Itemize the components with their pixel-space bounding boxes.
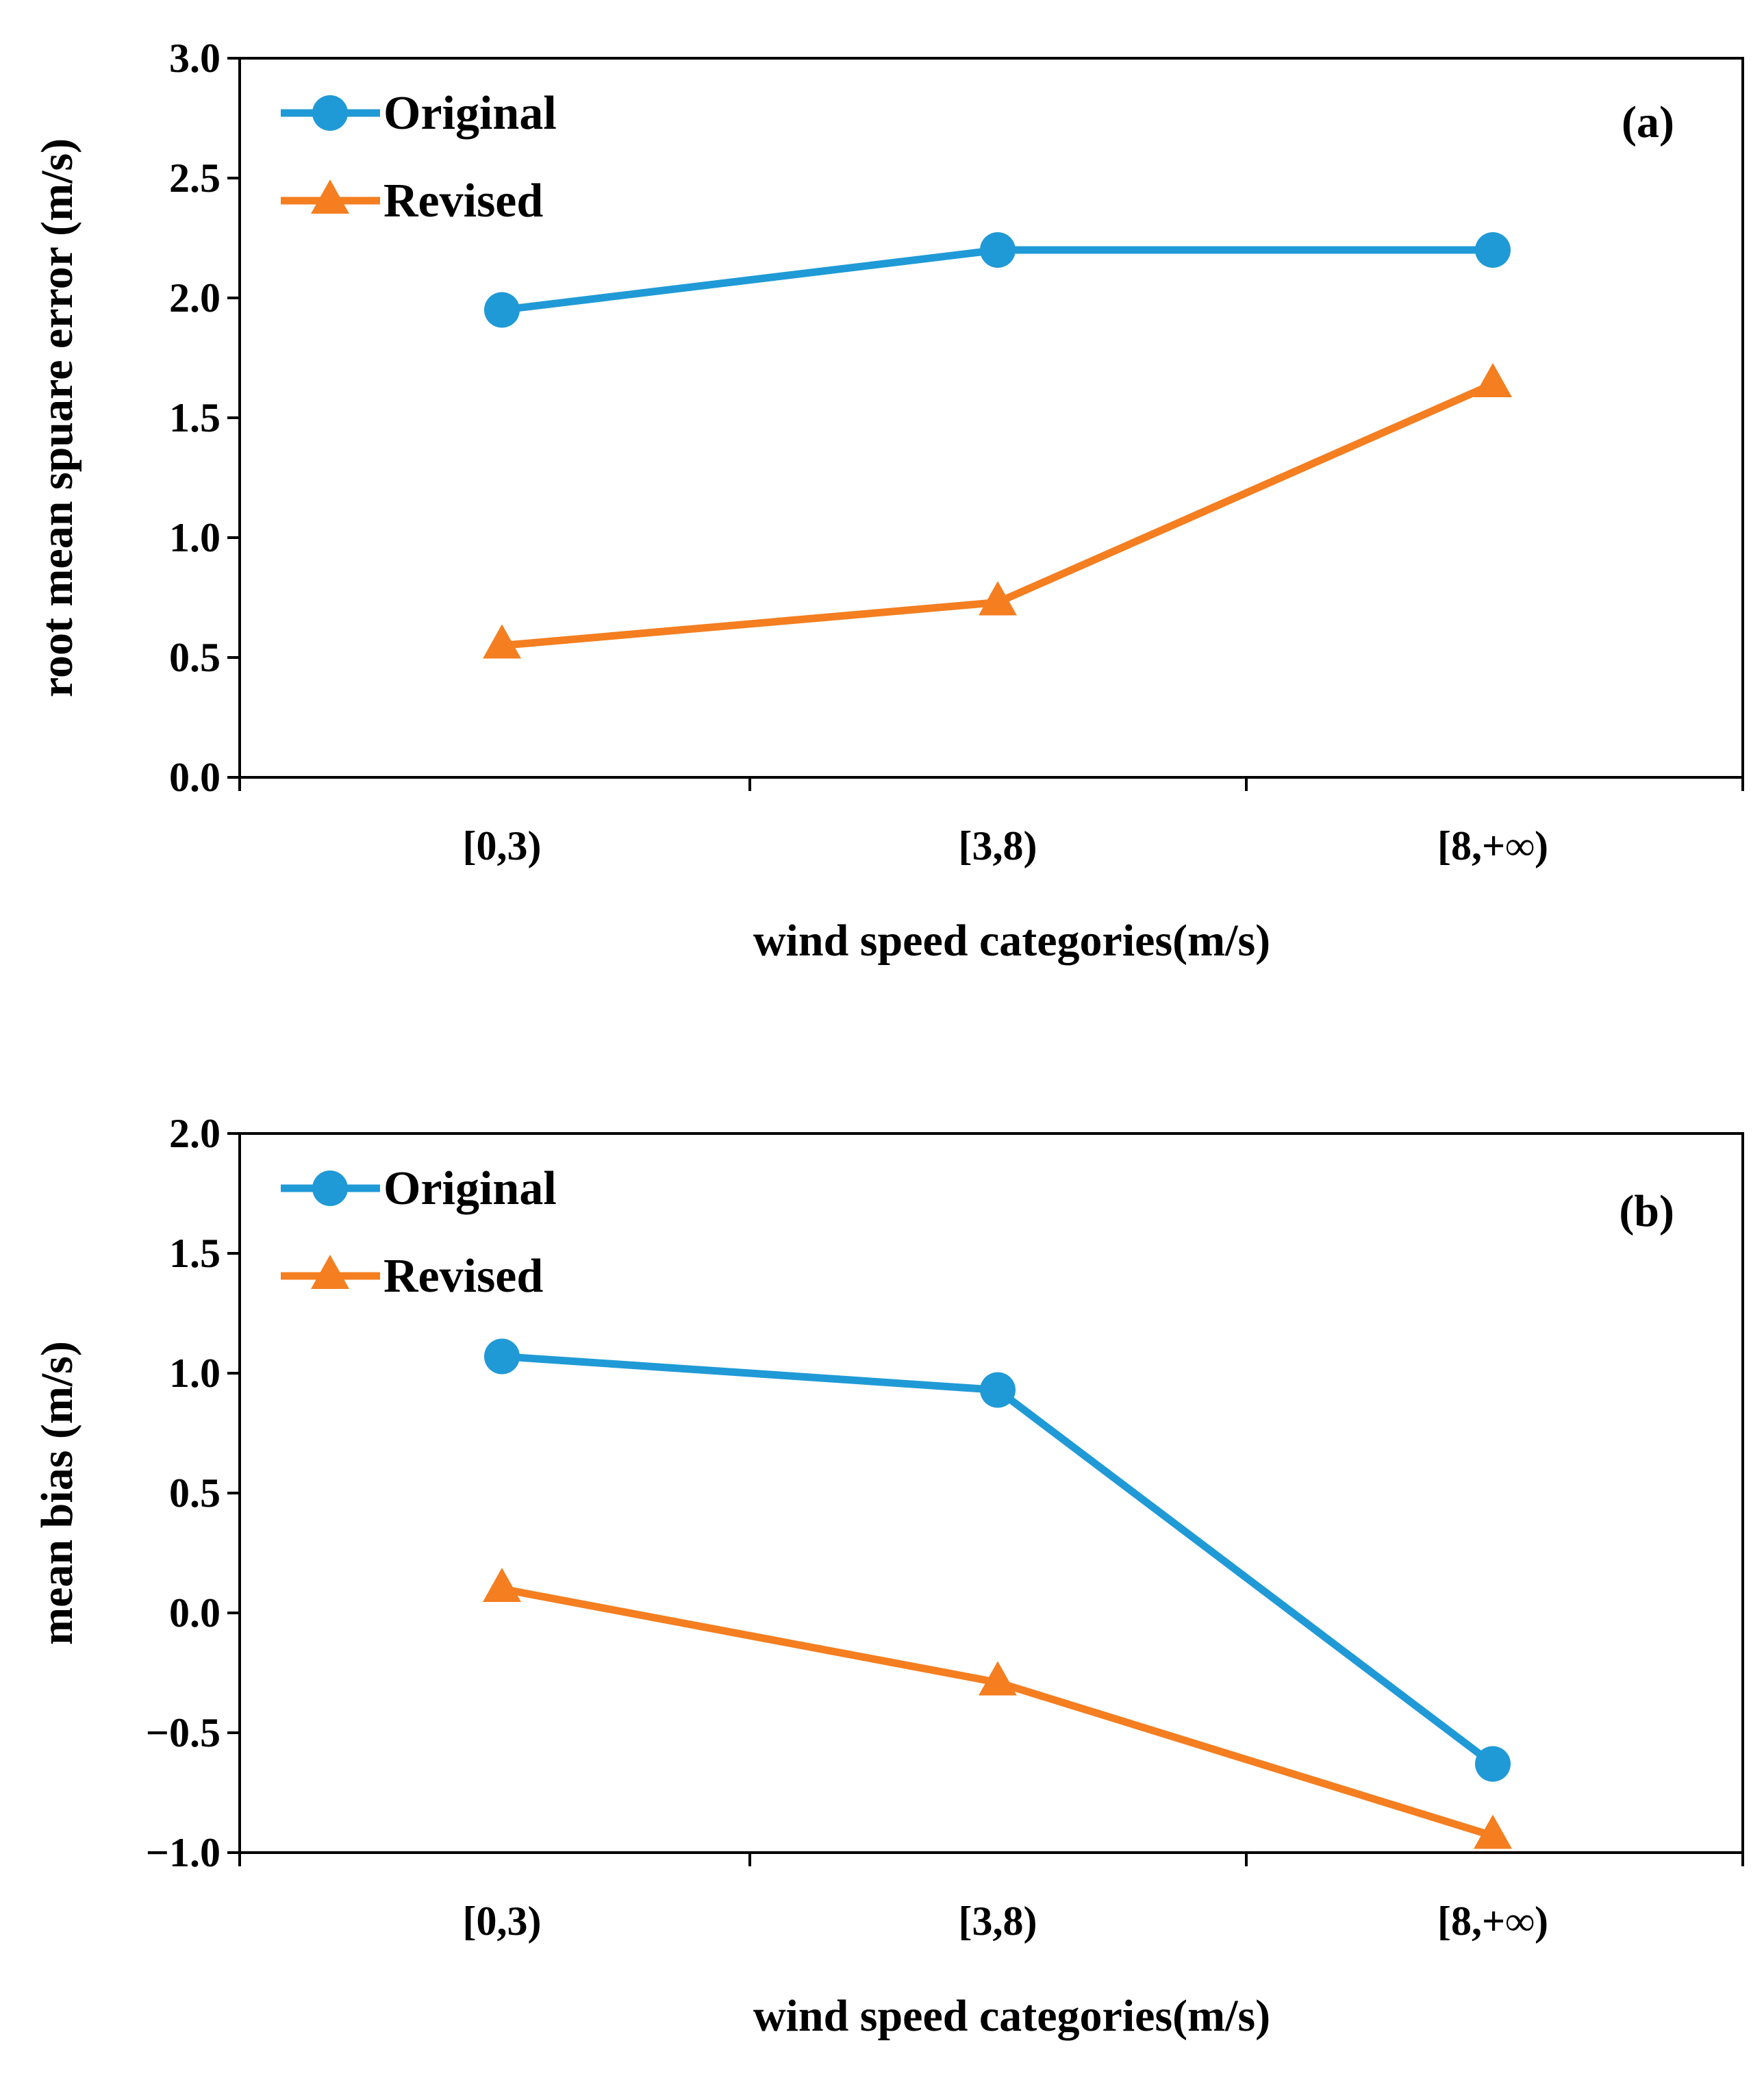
y-tick-label: 2.5 [169, 155, 220, 201]
legend-label-original: Original [383, 1162, 557, 1215]
data-point [1474, 363, 1512, 397]
y-tick-label: −1.0 [146, 1830, 220, 1875]
legend-label-original: Original [383, 87, 557, 140]
x-tick-label: [0,3) [463, 823, 542, 868]
y-tick-label: 2.0 [169, 275, 220, 321]
y-tick-label: 1.0 [169, 1351, 220, 1396]
series-revised: Revised [281, 1250, 1512, 1849]
y-tick-label: 0.5 [169, 1470, 220, 1516]
x-tick-label: [3,8) [959, 1899, 1037, 1944]
legend-marker [311, 179, 349, 214]
legend-marker [312, 95, 348, 131]
panel-label: (a) [1622, 97, 1674, 147]
data-point [484, 1338, 520, 1375]
y-axis-title: root mean spuare error (m/s) [32, 138, 82, 697]
data-point [980, 232, 1016, 268]
y-tick-label: 1.5 [169, 1231, 220, 1276]
y-tick-label: 1.5 [169, 395, 220, 440]
x-tick-label: [0,3) [463, 1899, 542, 1944]
series-revised: Revised [281, 175, 1512, 659]
x-tick-label: [3,8) [959, 823, 1037, 868]
y-tick-label: 1.0 [169, 515, 220, 560]
series-original: Original [281, 87, 1511, 328]
data-point [979, 1661, 1017, 1696]
legend-marker [312, 1170, 348, 1206]
legend-label-revised: Revised [383, 175, 543, 227]
x-tick-label: [8,+∞) [1437, 1899, 1548, 1944]
x-axis-title: wind speed categories(m/s) [753, 1991, 1270, 2041]
data-point [1475, 232, 1511, 268]
data-point [1475, 1746, 1511, 1782]
data-point [980, 1372, 1016, 1408]
series-original: Original [281, 1162, 1511, 1782]
x-tick-label: [8,+∞) [1437, 823, 1548, 868]
y-tick-label: 0.0 [169, 755, 220, 800]
data-point [484, 292, 520, 328]
chart-panel-a: 0.0 0.5 1.0 1.5 2.0 2.5 3.0 [0,3) [3,8) [8,+∞) win… [32, 36, 1744, 966]
chart-panel-b: −1.0 −0.5 0.0 0.5 1.0 1.5 2.0 [0,3) [3,8) [8,+∞) w… [32, 1111, 1744, 2041]
data-point [483, 1568, 521, 1602]
x-axis-title: wind speed categories(m/s) [753, 916, 1270, 966]
legend-marker [311, 1255, 349, 1289]
y-tick-label: 0.5 [169, 635, 220, 680]
panel-label: (b) [1619, 1186, 1674, 1236]
y-tick-label: 0.0 [169, 1590, 220, 1636]
data-point [1474, 1814, 1512, 1849]
y-tick-label: −0.5 [146, 1710, 220, 1755]
data-point [979, 581, 1017, 616]
y-tick-label: 3.0 [169, 36, 220, 81]
y-tick-label: 2.0 [169, 1111, 220, 1156]
legend-label-revised: Revised [383, 1250, 543, 1303]
y-axis-title: mean bias (m/s) [32, 1341, 82, 1645]
data-point [483, 624, 521, 659]
